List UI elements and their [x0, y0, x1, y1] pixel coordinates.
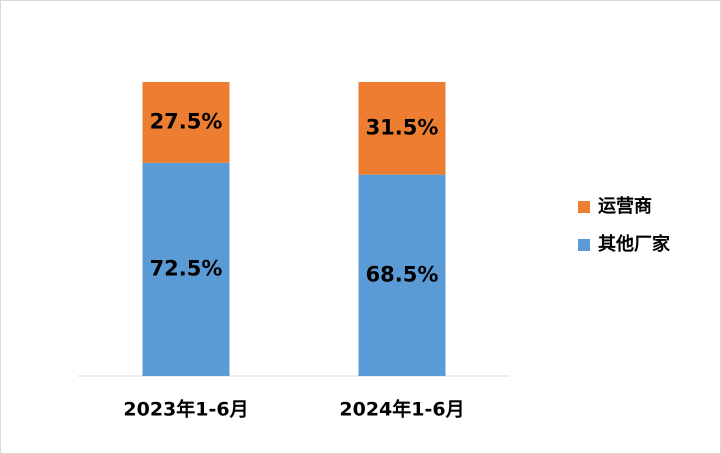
bar-segment [358, 174, 446, 376]
legend-label: 运营商 [598, 195, 652, 217]
data-label: 27.5% [150, 109, 223, 133]
legend-label: 其他厂家 [598, 233, 671, 255]
x-tick-label: 2023年1-6月 [123, 398, 248, 421]
bar-segment [358, 82, 446, 175]
legend-swatch [578, 239, 590, 251]
data-label: 68.5% [366, 262, 439, 286]
data-label: 31.5% [366, 115, 439, 139]
data-label: 72.5% [150, 256, 223, 280]
bar-segment [142, 82, 230, 163]
legend-swatch [578, 201, 590, 213]
x-tick-label: 2024年1-6月 [339, 398, 464, 421]
bar-segment [142, 162, 230, 376]
